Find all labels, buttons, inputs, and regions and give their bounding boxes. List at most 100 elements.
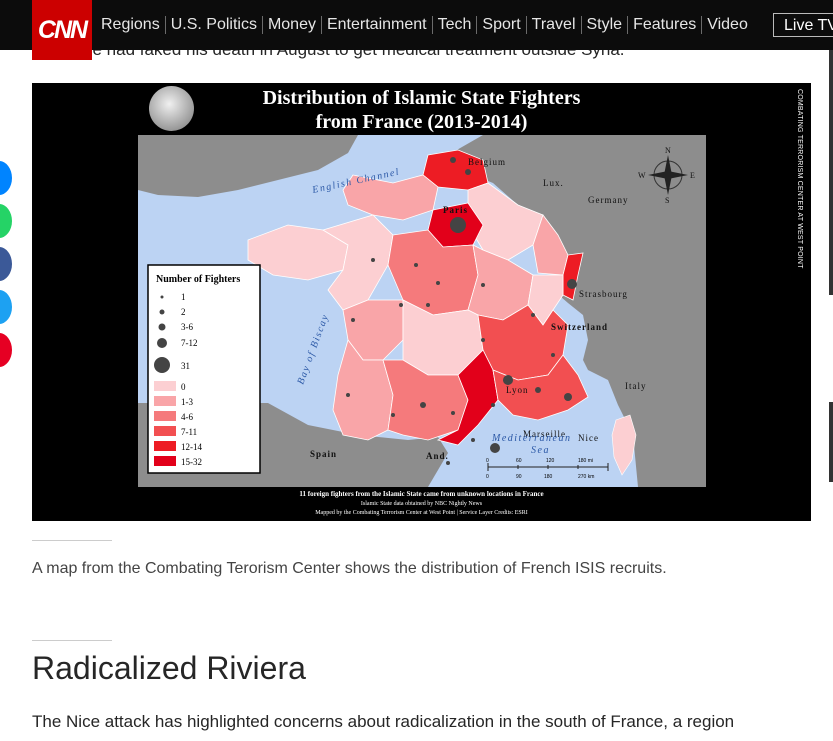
marker (391, 413, 395, 417)
map-title-line2: from France (2013-2014) (315, 111, 528, 133)
marker (436, 281, 440, 285)
scale-mi-180: 180 mi (578, 458, 593, 464)
whatsapp-share-icon[interactable] (0, 204, 12, 238)
label-switzerland: Switzerland (551, 322, 608, 332)
scale-bar: 60 120 180 mi 0 0 90 180 270 km (486, 458, 609, 480)
marker (451, 411, 455, 415)
more-share-icon[interactable] (0, 333, 12, 367)
marker (414, 263, 418, 267)
nav-sport[interactable]: Sport (477, 16, 527, 34)
label-germany: Germany (588, 195, 629, 205)
map-footnote-2: Mapped by the Combating Terrorism Center… (315, 510, 528, 516)
scale-mi-0: 0 (486, 458, 489, 464)
legend-size-31: 31 (181, 361, 190, 371)
caption-divider (32, 540, 112, 541)
scale-km-180: 180 (544, 474, 553, 480)
section-divider (32, 640, 112, 641)
article-map-image: Distribution of Islamic State Fighters f… (32, 83, 811, 521)
nav-travel[interactable]: Travel (527, 16, 582, 34)
legend-swatch-4 (154, 441, 176, 451)
label-nice: Nice (578, 433, 599, 443)
compass-s: S (665, 196, 670, 205)
image-caption: A map from the Combating Terorism Center… (32, 560, 667, 577)
live-tv-button[interactable]: Live TV (773, 13, 833, 37)
region-paca (492, 354, 589, 421)
scale-km-0: 0 (486, 474, 489, 480)
lyon-marker (503, 375, 513, 385)
legend-swatch-1 (154, 396, 176, 406)
marker (481, 283, 485, 287)
legend-range-5: 15-32 (181, 457, 202, 467)
label-mediterranean: Mediterranean (491, 433, 572, 444)
nice-marker (564, 393, 572, 401)
map-legend: Number of Fighters 1 2 3-6 7-12 31 0 1-3… (147, 264, 261, 474)
nav-tech[interactable]: Tech (433, 16, 478, 34)
legend-range-1: 1-3 (181, 397, 193, 407)
marker (465, 169, 471, 175)
marseille-marker (490, 443, 500, 453)
legend-range-3: 7-11 (181, 427, 197, 437)
facebook-share-icon[interactable] (0, 247, 12, 281)
legend-size-1: 1 (181, 292, 186, 302)
map-footnote-main: 11 foreign fighters from the Islamic Sta… (299, 490, 544, 498)
marker (399, 303, 403, 307)
legend-range-4: 12-14 (181, 442, 202, 452)
nav-style[interactable]: Style (582, 16, 629, 34)
nav-regions[interactable]: Regions (96, 16, 166, 34)
marker (371, 258, 375, 262)
label-marseille: Marseille (523, 429, 566, 439)
neighbouring-countries (448, 135, 706, 487)
marker (446, 461, 450, 465)
compass-e: E (690, 171, 696, 180)
legend-title: Number of Fighters (156, 274, 240, 285)
region-languedoc (436, 349, 499, 446)
compass-rose-icon: N E S W (638, 146, 696, 205)
label-strasbourg: Strasbourg (579, 289, 628, 299)
map-side-credit: COMBATING TERRORISM CENTER AT WEST POINT (796, 89, 803, 269)
label-paris: Paris (443, 205, 468, 215)
messenger-share-icon[interactable] (0, 161, 12, 195)
marker (346, 393, 350, 397)
legend-swatch-3 (154, 426, 176, 436)
compass-n: N (665, 146, 672, 155)
body-paragraph: The Nice attack has highlighted concerns… (32, 712, 735, 731)
west-point-seal-icon (149, 86, 194, 131)
marker (535, 387, 541, 393)
logo-text: CNN (37, 15, 88, 44)
nav-entertainment[interactable]: Entertainment (322, 16, 433, 34)
region-normandy (342, 174, 439, 221)
marker (471, 438, 475, 442)
legend-range-2: 4-6 (181, 412, 193, 422)
uk-landmass (138, 135, 358, 197)
nav-features[interactable]: Features (628, 16, 703, 34)
label-lyon: Lyon (506, 385, 529, 395)
marker (420, 402, 426, 408)
nav-video[interactable]: Video (707, 16, 748, 33)
legend-size-3-6: 3-6 (181, 322, 193, 332)
label-lux: Lux. (543, 178, 564, 188)
strasbourg-marker (567, 279, 577, 289)
marker (426, 303, 430, 307)
twitter-share-icon[interactable] (0, 290, 12, 324)
nav-money[interactable]: Money (263, 16, 322, 34)
corsica-region (611, 414, 637, 476)
nav-us-politics[interactable]: U.S. Politics (166, 16, 263, 34)
cnn-logo[interactable]: CNN (32, 0, 92, 60)
scale-km-270: 270 km (578, 474, 594, 480)
label-belgium: Belgium (468, 157, 506, 167)
legend-size-7-12: 7-12 (181, 338, 198, 348)
section-heading: Radicalized Riviera (32, 650, 306, 686)
label-italy: Italy (625, 381, 647, 391)
top-navigation-bar: CNN Regions U.S. Politics Money Entertai… (0, 0, 833, 60)
region-aquitaine (332, 339, 394, 441)
label-andorra: And. (426, 451, 449, 461)
compass-w: W (638, 171, 647, 180)
map-title-line1: Distribution of Islamic State Fighters (262, 87, 581, 109)
fighter-markers (346, 157, 577, 465)
main-nav: Regions U.S. Politics Money Entertainmen… (96, 0, 753, 50)
legend-swatch-2 (154, 411, 176, 421)
scale-mi-60: 60 (516, 458, 522, 464)
legend-swatch-0 (154, 381, 176, 391)
marker (551, 353, 555, 357)
scale-mi-120: 120 (546, 458, 555, 464)
